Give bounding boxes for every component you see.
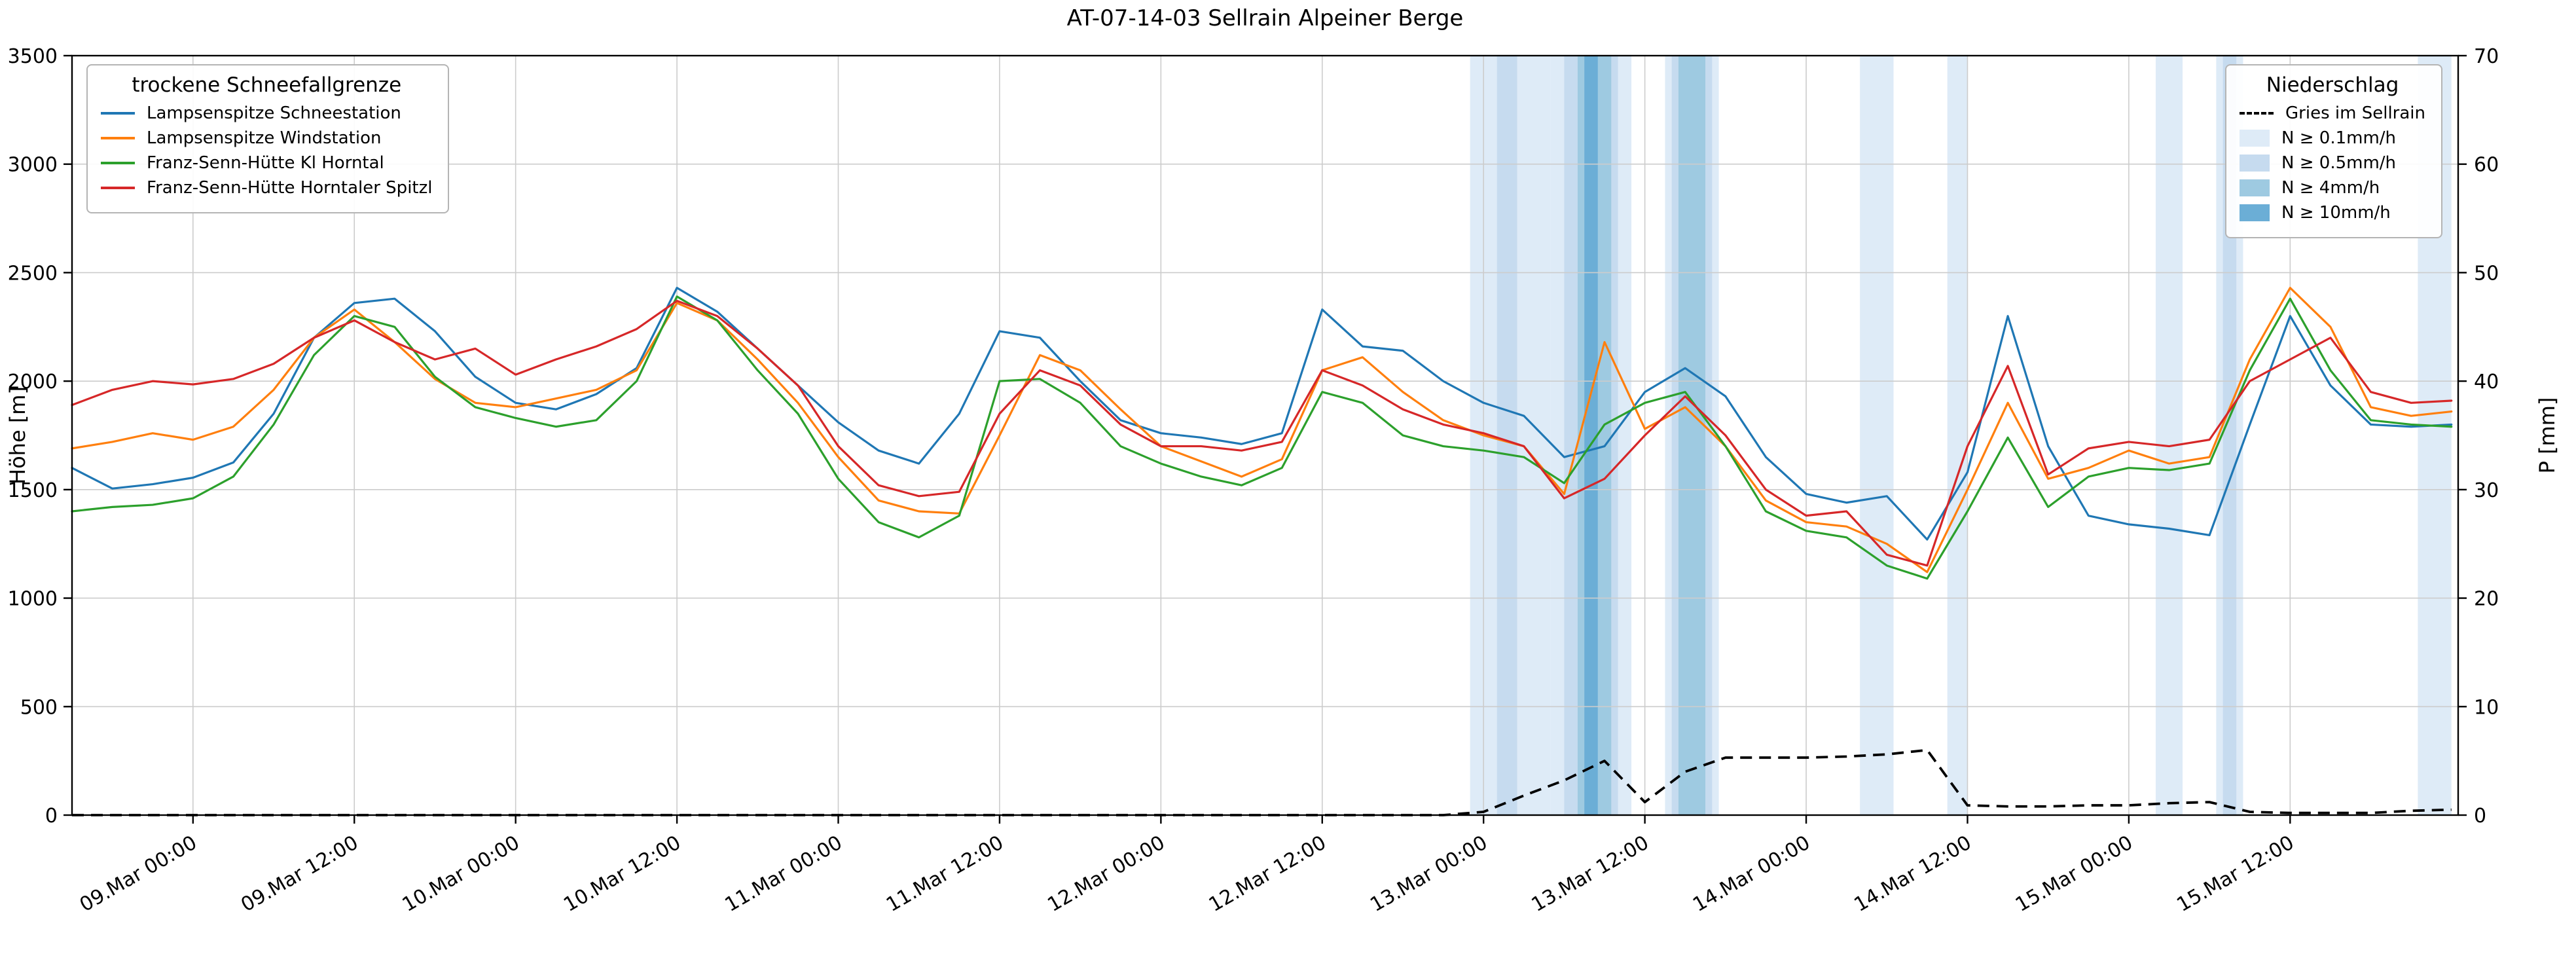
legend-item-label: Lampsenspitze Windstation [147, 128, 382, 148]
legend-item-label: Gries im Sellrain [2285, 103, 2425, 123]
precip-line [72, 748, 2452, 816]
snowline-legend-item-3: Franz-Senn-Hütte Horntaler Spitzl [101, 178, 432, 198]
y-tick-label-right: 10 [2474, 696, 2499, 719]
legend-item-label: Franz-Senn-Hütte Horntaler Spitzl [147, 178, 433, 198]
snowline-legend-items: Lampsenspitze Schneestation Lampsenspitze… [101, 103, 432, 198]
chart-title: AT-07-14-03 Sellrain Alpeiner Berge [1066, 5, 1464, 31]
x-tick-label-2: 10.Mar 00:00 [399, 831, 524, 917]
y-tick-label-left: 3500 [8, 45, 58, 68]
legend-item-label: N ≥ 0.5mm/h [2281, 153, 2397, 173]
x-tick-label-11: 14.Mar 12:00 [1850, 831, 1975, 917]
x-tick-label-0: 09.Mar 00:00 [76, 831, 201, 917]
legend-line-swatch [101, 187, 135, 189]
x-tick-label-10: 14.Mar 00:00 [1689, 831, 1814, 917]
snowline-legend-item-1: Lampsenspitze Windstation [101, 128, 432, 148]
precip-legend-item-2: N ≥ 4mm/h [2240, 178, 2425, 198]
x-tick-label-5: 11.Mar 12:00 [882, 831, 1007, 917]
y-tick-label-right: 30 [2474, 479, 2499, 502]
snowline-series-1 [71, 287, 2453, 574]
x-tick-label-7: 12.Mar 12:00 [1205, 831, 1330, 917]
precip-legend: Niederschlag Gries im Sellrain N ≥ 0.1mm/… [2225, 64, 2442, 238]
legend-item-label: Franz-Senn-Hütte Kl Horntal [147, 153, 384, 173]
y-tick-label-right: 40 [2474, 371, 2499, 393]
y-tick-label-right: 0 [2474, 805, 2486, 828]
x-tick-label-8: 13.Mar 00:00 [1366, 831, 1491, 917]
y-tick-label-left: 0 [45, 805, 58, 828]
legend-line-swatch [101, 112, 135, 115]
snowline-series-0 [71, 287, 2453, 541]
y-tick-label-right: 70 [2474, 45, 2499, 68]
y-tick-label-right: 50 [2474, 262, 2499, 285]
x-tick-label-6: 12.Mar 00:00 [1043, 831, 1169, 917]
legend-patch-swatch [2240, 179, 2270, 196]
legend-item-label: N ≥ 0.1mm/h [2281, 128, 2397, 148]
legend-item-label: Lampsenspitze Schneestation [147, 103, 401, 123]
y-axis-label-left: Höhe [m] [5, 386, 30, 484]
axes-spines [71, 54, 2459, 816]
precip-legend-items: Gries im Sellrain N ≥ 0.1mm/h N ≥ 0.5mm/h N… [2240, 103, 2425, 223]
precip-band [1584, 56, 1598, 815]
y-tick-label-right: 60 [2474, 154, 2499, 177]
legend-line-swatch [101, 137, 135, 139]
precip-band [1947, 56, 1968, 815]
legend-line-swatch [101, 162, 135, 164]
y-tick-label-left: 2000 [8, 371, 58, 393]
precip-band [1497, 56, 1517, 815]
y-tick-label-left: 3000 [8, 154, 58, 177]
legend-patch-swatch [2240, 155, 2270, 172]
y-tick-label-left: 2500 [8, 262, 58, 285]
x-tick-label-12: 15.Mar 00:00 [2012, 831, 2137, 917]
legend-item-label: N ≥ 4mm/h [2281, 178, 2380, 198]
x-tick-label-4: 11.Mar 00:00 [721, 831, 846, 917]
x-tick-label-9: 13.Mar 12:00 [1528, 831, 1653, 917]
snowline-legend: trockene Schneefallgrenze Lampsenspitze … [86, 64, 450, 213]
precip-band [1678, 56, 1706, 815]
snowline-legend-item-2: Franz-Senn-Hütte Kl Horntal [101, 153, 432, 173]
x-tick-label-13: 15.Mar 12:00 [2173, 831, 2298, 917]
snowline-series-2 [71, 295, 2453, 580]
precip-legend-item-0: N ≥ 0.1mm/h [2240, 128, 2425, 148]
precip-band [1860, 56, 1894, 815]
legend-patch-swatch [2240, 204, 2270, 221]
legend-patch-swatch [2240, 130, 2270, 147]
precip-band [2155, 56, 2183, 815]
x-tick-label-1: 09.Mar 12:00 [237, 831, 362, 917]
legend-item-label: N ≥ 10mm/h [2281, 203, 2391, 223]
snowline-series-3 [71, 299, 2453, 567]
snowline-legend-title: trockene Schneefallgrenze [132, 73, 402, 97]
precip-legend-title: Niederschlag [2266, 73, 2399, 97]
x-tick-label-3: 10.Mar 12:00 [560, 831, 685, 917]
y-tick-label-left: 500 [20, 696, 58, 719]
precip-band [2222, 56, 2237, 815]
y-tick-label-right: 20 [2474, 588, 2499, 611]
snowline-legend-item-0: Lampsenspitze Schneestation [101, 103, 432, 123]
legend-dashed-line-swatch [2240, 112, 2274, 115]
y-tick-label-left: 1500 [8, 479, 58, 502]
y-axis-label-right: P [mm] [2535, 397, 2560, 474]
precip-legend-item-line: Gries im Sellrain [2240, 103, 2425, 123]
y-tick-label-left: 1000 [8, 588, 58, 611]
precip-legend-item-1: N ≥ 0.5mm/h [2240, 153, 2425, 173]
precip-legend-item-3: N ≥ 10mm/h [2240, 203, 2425, 223]
